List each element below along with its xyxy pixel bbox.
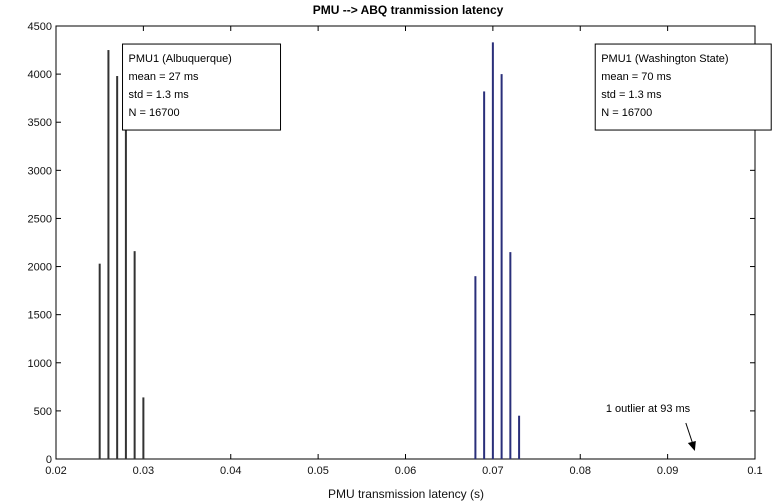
y-tick-label: 2500 — [28, 213, 52, 225]
histogram-bars — [98, 42, 521, 460]
histogram-bar — [124, 108, 127, 460]
histogram-bar — [133, 251, 136, 459]
x-tick-label: 0.02 — [45, 465, 66, 477]
histogram-bar — [509, 252, 512, 459]
y-tick-label: 3000 — [28, 165, 52, 177]
x-tick-label: 0.08 — [570, 465, 591, 477]
x-tick-label: 0.05 — [307, 465, 328, 477]
x-tick-label: 0.07 — [482, 465, 503, 477]
y-tick-label: 2000 — [28, 262, 52, 274]
y-tick-label: 3500 — [28, 117, 52, 129]
histogram-bar — [491, 42, 494, 459]
histogram-bar — [107, 50, 110, 460]
annotation-line: std = 1.3 ms — [601, 89, 662, 101]
annotation-box — [122, 43, 282, 131]
histogram-bar — [500, 74, 503, 459]
annotation-line: N = 16700 — [601, 107, 652, 119]
annotation-line: PMU1 (Albuquerque) — [129, 53, 232, 65]
histogram-bar — [116, 76, 119, 459]
annotation-line: N = 16700 — [129, 107, 180, 119]
chart-title: PMU --> ABQ tranmission latency — [313, 3, 504, 17]
annotation-line: mean = 70 ms — [601, 71, 672, 83]
x-axis-label: PMU transmission latency (s) — [328, 487, 484, 501]
annotation-line: mean = 27 ms — [129, 71, 200, 83]
y-tick-label: 0 — [46, 454, 52, 466]
outlier-annotation: 1 outlier at 93 ms — [606, 403, 696, 451]
annotation-line: PMU1 (Washington State) — [601, 53, 728, 65]
outlier-text: 1 outlier at 93 ms — [606, 403, 691, 415]
annotation-box — [594, 43, 772, 131]
y-tick-label: 1000 — [28, 358, 52, 370]
histogram-bar — [98, 263, 101, 459]
x-tick-label: 0.1 — [747, 465, 762, 477]
annotation-line: std = 1.3 ms — [129, 89, 190, 101]
y-tick-label: 4500 — [28, 21, 52, 33]
y-tick-label: 1500 — [28, 310, 52, 322]
x-tick-label: 0.09 — [657, 465, 678, 477]
stat-annotations: PMU1 (Albuquerque) mean = 27 ms std = 1.3 … — [122, 43, 772, 131]
y-tick-label: 4000 — [28, 69, 52, 81]
y-tick-label: 500 — [34, 406, 52, 418]
x-tick-label: 0.06 — [395, 465, 416, 477]
x-tick-label: 0.04 — [220, 465, 241, 477]
y-axis: 0 500 1000 1500 2000 2500 3000 3500 4000 4500 — [28, 21, 755, 466]
outlier-arrow-head — [687, 441, 696, 451]
histogram-bar — [518, 415, 521, 459]
x-axis: 0.02 0.03 0.04 0.05 0.06 0.07 0.08 0.09 0.1 — [45, 26, 763, 477]
x-tick-label: 0.03 — [133, 465, 154, 477]
histogram-bar — [474, 276, 477, 459]
histogram-bar — [142, 397, 145, 459]
histogram-bar — [483, 91, 486, 459]
